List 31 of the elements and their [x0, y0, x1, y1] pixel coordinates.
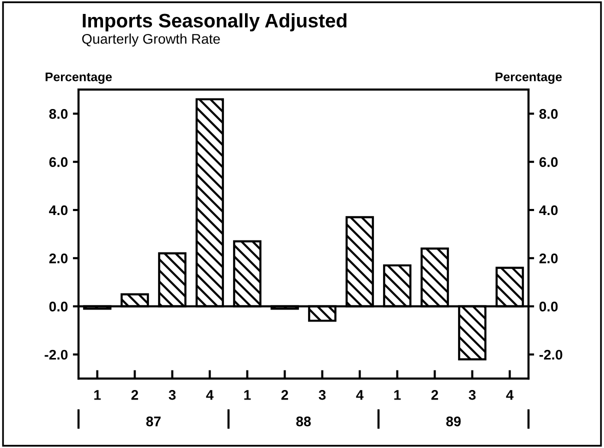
x-tick-label: 3 — [468, 390, 476, 400]
x-tick-label: 2 — [281, 390, 288, 400]
y2-tick-label: 4.0 — [539, 205, 558, 216]
x-tick-label: 3 — [318, 390, 326, 400]
x-tick-label: 2 — [431, 390, 438, 400]
chart-subtitle: Quarterly Growth Rate — [82, 34, 220, 47]
y2-axis-title: Percentage — [496, 72, 562, 84]
x-tick-label: 2 — [131, 390, 138, 400]
x-tick-label: 3 — [168, 390, 176, 400]
x-tick-label: 1 — [94, 390, 101, 400]
y2-tick-label: 6.0 — [539, 157, 558, 168]
y2-tick-label: 0.0 — [539, 302, 558, 312]
text: 89 — [446, 416, 461, 426]
text: 88 — [296, 416, 311, 426]
x-tick-label: 4 — [206, 390, 214, 400]
chart-title: Imports Seasonally Adjusted — [82, 13, 346, 32]
x-tick-label: 4 — [506, 390, 514, 400]
y2-tick-label: 8.0 — [539, 109, 558, 119]
y-tick-label: 4.0 — [49, 205, 68, 216]
y-tick-label: -2.0 — [44, 350, 68, 360]
y-tick-label: 6.0 — [49, 157, 68, 168]
x-tick-label: 1 — [394, 390, 401, 400]
text: 87 — [146, 416, 161, 426]
x-tick-label: 4 — [356, 390, 364, 400]
y-axis-title: Percentage — [46, 72, 112, 84]
x-tick-label: 1 — [244, 390, 251, 400]
y2-tick-label: 2.0 — [539, 253, 558, 264]
y-tick-label: 2.0 — [49, 253, 68, 264]
y-tick-label: 8.0 — [49, 109, 68, 119]
y-tick-label: 0.0 — [49, 302, 68, 312]
y2-tick-label: -2.0 — [539, 350, 562, 360]
